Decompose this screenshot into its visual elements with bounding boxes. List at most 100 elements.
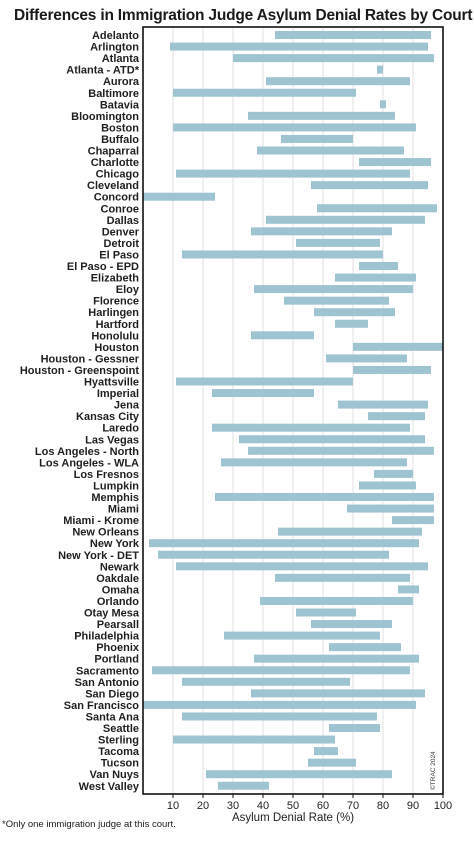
category-label: Detroit	[104, 238, 140, 250]
x-tick-label: 100	[434, 800, 452, 812]
range-bar	[317, 204, 437, 213]
category-label: Pearsall	[97, 619, 139, 631]
category-label: Atlanta - ATD*	[66, 65, 139, 77]
range-bar	[275, 573, 410, 582]
range-bar	[335, 273, 416, 282]
range-bar	[326, 354, 407, 363]
category-label: Omaha	[102, 584, 140, 596]
category-label: Lumpkin	[93, 480, 139, 492]
range-bar	[173, 735, 335, 744]
category-label: Miami - Krome	[63, 515, 139, 527]
category-label: Santa Ana	[86, 711, 140, 723]
plot-frame	[142, 26, 444, 795]
range-bar	[248, 111, 395, 120]
range-bar	[173, 123, 416, 132]
range-bar	[173, 88, 356, 97]
range-bar	[254, 654, 419, 663]
x-tick-label: 70	[347, 800, 359, 812]
range-bar	[182, 677, 350, 686]
category-label: Imperial	[97, 388, 139, 400]
category-label: Boston	[101, 122, 139, 134]
range-bar	[239, 435, 425, 444]
category-label: Sterling	[98, 735, 139, 747]
category-label: Aurora	[103, 76, 140, 88]
range-bar	[377, 65, 383, 74]
range-bar	[176, 169, 410, 178]
category-label: San Diego	[85, 688, 139, 700]
x-tick-label: 20	[197, 800, 209, 812]
category-label: Otay Mesa	[84, 608, 140, 620]
range-bar	[380, 100, 386, 109]
range-bar	[221, 458, 407, 467]
category-label: Charlotte	[91, 157, 139, 169]
category-label: Los Angeles - WLA	[39, 457, 139, 469]
category-label: Houston - Gessner	[41, 353, 140, 365]
category-label: Jena	[114, 400, 140, 412]
range-bar	[257, 146, 404, 155]
range-bar	[251, 689, 425, 698]
range-bar	[266, 215, 425, 224]
range-bar	[278, 527, 422, 536]
range-bar	[176, 377, 353, 386]
range-bar	[143, 700, 416, 709]
range-bar	[212, 389, 314, 398]
range-bar	[266, 77, 410, 86]
range-bar	[296, 608, 356, 617]
category-label: Elizabeth	[91, 273, 140, 285]
category-label: Orlando	[97, 596, 139, 608]
range-bar	[314, 308, 395, 317]
category-label: Atlanta	[102, 53, 140, 65]
range-bar	[182, 250, 383, 259]
category-label: Baltimore	[88, 88, 139, 100]
range-bar	[215, 493, 434, 501]
bars	[143, 31, 443, 790]
x-tick-label: 30	[227, 800, 239, 812]
range-bar	[338, 400, 428, 409]
category-label: Houston	[94, 342, 139, 354]
category-label: Tucson	[101, 758, 140, 770]
range-bar	[143, 192, 215, 201]
range-bar	[260, 596, 413, 605]
category-label: Tacoma	[98, 746, 140, 758]
range-bar	[176, 562, 428, 571]
x-tick-label: 60	[317, 800, 329, 812]
category-label: El Paso - EPD	[67, 261, 139, 273]
footnote: *Only one immigration judge at this cour…	[2, 819, 176, 830]
category-label: Concord	[94, 192, 139, 204]
range-bar	[233, 54, 434, 63]
range-bar	[251, 227, 392, 236]
category-label: Van Nuys	[89, 769, 139, 781]
category-label: Los Fresnos	[74, 469, 139, 481]
category-label: Conroe	[101, 203, 140, 215]
range-bar	[347, 504, 434, 513]
category-label: Dallas	[107, 215, 139, 227]
category-label: Oakdale	[96, 573, 139, 585]
category-label: Portland	[94, 654, 139, 666]
range-bar	[212, 423, 410, 432]
x-axis-label: Asylum Denial Rate (%)	[232, 812, 354, 824]
category-label: Chaparral	[88, 146, 139, 158]
category-label: Kansas City	[76, 411, 140, 423]
range-bar	[329, 643, 401, 652]
range-bar	[359, 481, 416, 490]
category-label: Batavia	[100, 99, 140, 111]
range-bar	[311, 620, 392, 629]
range-bar	[149, 539, 419, 548]
category-label: Las Vegas	[85, 434, 139, 446]
range-bar	[314, 747, 338, 756]
category-label: Newark	[100, 561, 140, 573]
range-bar	[335, 319, 368, 328]
x-tick-label: 40	[257, 800, 269, 812]
range-bar	[392, 516, 434, 525]
category-label: San Antonio	[75, 677, 140, 689]
category-label: Sacramento	[76, 665, 139, 677]
category-label: New York	[90, 538, 140, 550]
range-bar	[398, 585, 419, 594]
x-axis-ticks: 10 20 30 40 50 60 70 80 90 100	[167, 794, 452, 812]
x-tick-label: 80	[377, 800, 389, 812]
range-bar	[359, 262, 398, 270]
category-label: Honolulu	[91, 330, 139, 342]
range-bar	[152, 666, 410, 675]
range-bar	[353, 342, 443, 351]
